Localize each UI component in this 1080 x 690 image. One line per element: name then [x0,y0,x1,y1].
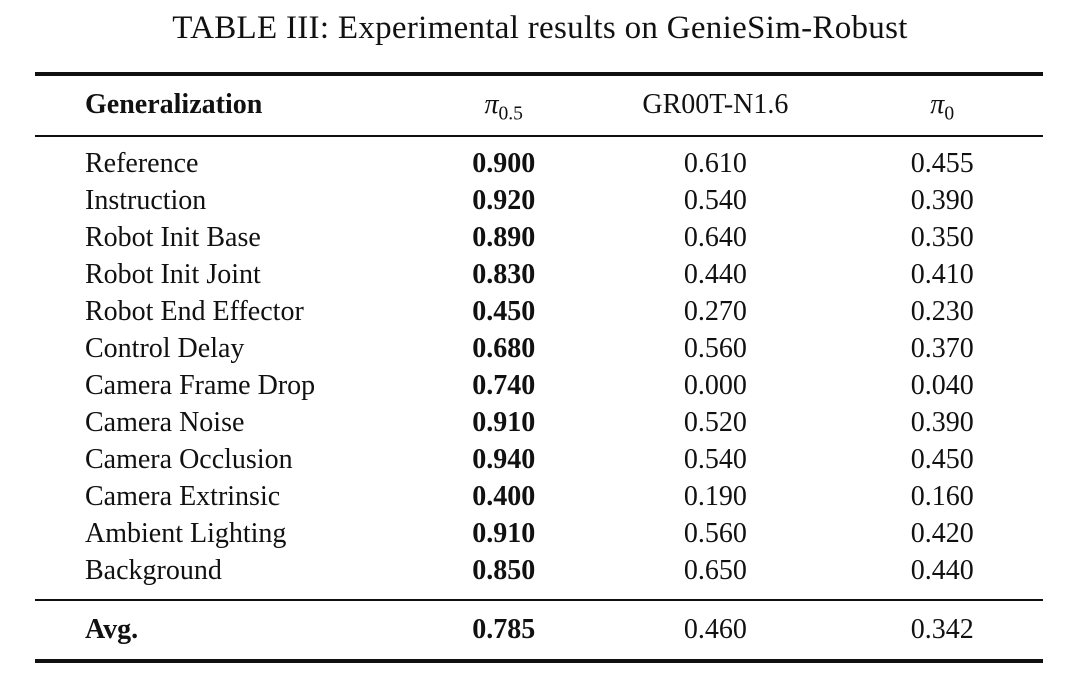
row-label: Camera Noise [85,407,245,438]
cell-pi05: 0.830 [472,259,536,290]
cell-pi05: 0.850 [472,555,536,586]
table-row: Control Delay 0.680 0.560 0.370 [35,330,1043,367]
cell-pi0: 0.450 [910,444,974,475]
avg-pi05: 0.785 [472,614,536,645]
cell-pi05: 0.910 [472,518,536,549]
cell-groot: 0.650 [683,555,747,586]
results-table: Generalization π0.5 GR00T-N1.6 π0 Refere… [35,72,1043,663]
row-label: Robot Init Joint [85,259,261,290]
table-row: Instruction 0.920 0.540 0.390 [35,182,1043,219]
table-row: Camera Frame Drop 0.740 0.000 0.040 [35,367,1043,404]
row-label: Background [85,555,222,586]
cell-pi05: 0.680 [472,333,536,364]
cell-groot: 0.520 [683,407,747,438]
avg-pi0: 0.342 [910,614,974,645]
avg-label: Avg. [85,614,139,645]
cell-pi05: 0.400 [472,481,536,512]
cell-pi0: 0.160 [910,481,974,512]
cell-pi05: 0.920 [472,185,536,216]
table-row: Robot Init Joint 0.830 0.440 0.410 [35,256,1043,293]
cell-groot: 0.610 [683,148,747,179]
row-label: Robot Init Base [85,222,261,253]
cell-pi0: 0.440 [910,555,974,586]
cell-pi05: 0.910 [472,407,536,438]
pi05-subscript: 0.5 [498,103,523,125]
cell-pi0: 0.370 [910,333,974,364]
cell-groot: 0.000 [683,370,747,401]
row-label: Ambient Lighting [85,518,287,549]
table-row: Robot End Effector 0.450 0.270 0.230 [35,293,1043,330]
cell-groot: 0.540 [683,444,747,475]
row-label: Robot End Effector [85,296,304,327]
table-row: Camera Occlusion 0.940 0.540 0.450 [35,441,1043,478]
table-row: Robot Init Base 0.890 0.640 0.350 [35,219,1043,256]
cell-groot: 0.640 [683,222,747,253]
cell-pi05: 0.450 [472,296,536,327]
column-header-generalization: Generalization [85,89,263,120]
row-label: Reference [85,148,199,179]
cell-pi0: 0.410 [910,259,974,290]
table-row: Ambient Lighting 0.910 0.560 0.420 [35,515,1043,552]
column-header-pi05: π0.5 [418,74,589,136]
row-label: Control Delay [85,333,245,364]
cell-groot: 0.560 [683,333,747,364]
column-header-pi0: π0 [841,74,1043,136]
pi-symbol: π [930,89,945,120]
cell-groot: 0.560 [683,518,747,549]
row-label: Camera Frame Drop [85,370,316,401]
cell-pi05: 0.890 [472,222,536,253]
cell-pi0: 0.420 [910,518,974,549]
pi-symbol: π [484,89,499,120]
row-label: Camera Occlusion [85,444,293,475]
cell-pi05: 0.900 [472,148,536,179]
cell-pi0: 0.455 [910,148,974,179]
cell-groot: 0.440 [683,259,747,290]
cell-groot: 0.540 [683,185,747,216]
column-header-groot: GR00T-N1.6 [642,89,789,120]
header-row: Generalization π0.5 GR00T-N1.6 π0 [35,74,1043,136]
cell-groot: 0.190 [683,481,747,512]
table-row: Camera Extrinsic 0.400 0.190 0.160 [35,478,1043,515]
cell-pi0: 0.350 [910,222,974,253]
row-label: Instruction [85,185,207,216]
table-row: Background 0.850 0.650 0.440 [35,552,1043,600]
cell-pi0: 0.390 [910,407,974,438]
cell-pi05: 0.940 [472,444,536,475]
cell-pi0: 0.040 [910,370,974,401]
avg-groot: 0.460 [683,614,747,645]
cell-pi0: 0.390 [910,185,974,216]
pi0-subscript: 0 [944,103,955,125]
cell-pi0: 0.230 [910,296,974,327]
row-label: Camera Extrinsic [85,481,281,512]
cell-groot: 0.270 [683,296,747,327]
table-caption: TABLE III: Experimental results on Genie… [172,10,908,46]
average-row: Avg. 0.785 0.460 0.342 [35,600,1043,661]
table-row: Reference 0.900 0.610 0.455 [35,136,1043,182]
table-row: Camera Noise 0.910 0.520 0.390 [35,404,1043,441]
cell-pi05: 0.740 [472,370,536,401]
